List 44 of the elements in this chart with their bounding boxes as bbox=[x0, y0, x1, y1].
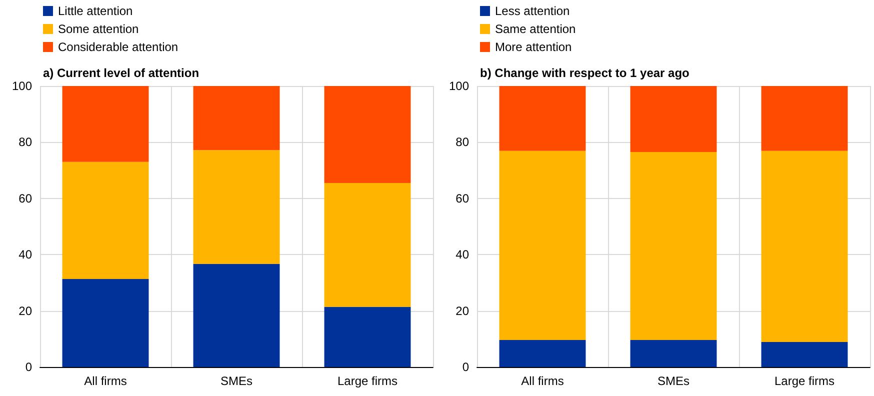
bar bbox=[499, 340, 586, 367]
legend-label: Less attention bbox=[495, 4, 570, 18]
bar bbox=[761, 342, 848, 367]
y-tick-label: 60 bbox=[18, 191, 32, 206]
bar bbox=[761, 150, 848, 342]
y-tick-label: 100 bbox=[448, 79, 470, 93]
bar bbox=[193, 86, 280, 150]
bar bbox=[630, 152, 717, 340]
y-tick-label: 60 bbox=[456, 191, 470, 206]
x-tick-label: SMEs bbox=[220, 374, 253, 388]
chart-title: a) Current level of attention bbox=[43, 66, 200, 80]
y-tick-label: 0 bbox=[462, 360, 470, 374]
y-tick-label: 40 bbox=[456, 248, 470, 262]
legend-label: More attention bbox=[495, 40, 572, 54]
bar bbox=[62, 162, 149, 280]
bar bbox=[62, 279, 149, 367]
y-tick-label: 40 bbox=[18, 248, 32, 262]
bar bbox=[499, 150, 586, 340]
chart-title: b) Change with respect to 1 year ago bbox=[480, 66, 690, 80]
y-tick-label: 80 bbox=[456, 135, 470, 150]
bar bbox=[62, 86, 149, 162]
bar bbox=[324, 182, 411, 307]
bar bbox=[324, 306, 411, 367]
y-tick-label: 20 bbox=[18, 304, 32, 318]
x-tick-label: SMEs bbox=[657, 374, 690, 388]
x-tick-label: Large firms bbox=[337, 374, 398, 388]
bar bbox=[630, 340, 717, 367]
legend-label: Considerable attention bbox=[58, 40, 178, 54]
legend-label: Little attention bbox=[58, 4, 133, 18]
y-tick-label: 80 bbox=[18, 135, 32, 150]
bar bbox=[761, 86, 848, 151]
legend-label: Same attention bbox=[495, 22, 576, 36]
x-tick-label: All firms bbox=[521, 374, 564, 388]
bar bbox=[499, 86, 586, 151]
legend-label: Some attention bbox=[58, 22, 139, 36]
bar bbox=[630, 86, 717, 152]
bar bbox=[193, 264, 280, 367]
y-tick-label: 20 bbox=[456, 304, 470, 318]
y-tick-label: 0 bbox=[25, 360, 32, 374]
x-tick-label: All firms bbox=[84, 374, 127, 388]
bar bbox=[324, 86, 411, 183]
x-tick-label: Large firms bbox=[774, 374, 835, 388]
y-tick-label: 100 bbox=[12, 79, 32, 93]
bar bbox=[193, 150, 280, 264]
